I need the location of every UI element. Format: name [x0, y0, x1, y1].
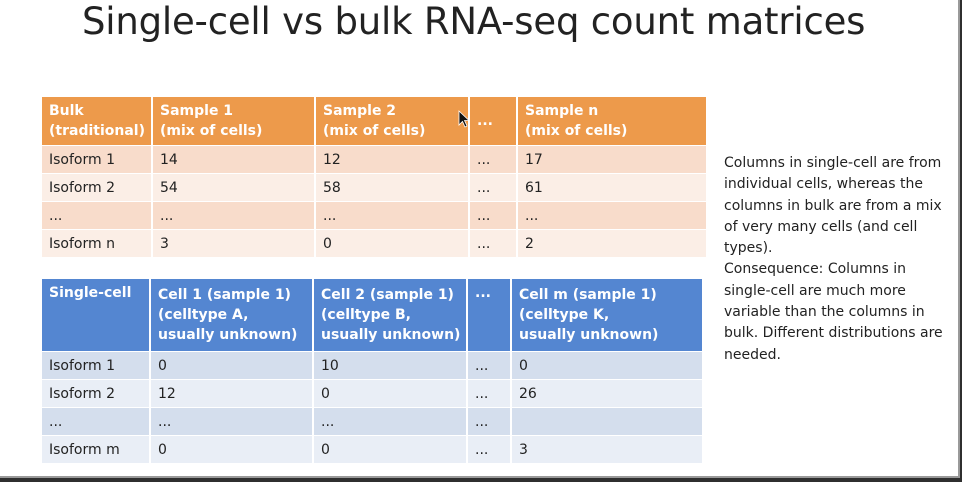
- table-cell: Isoform 1: [42, 145, 153, 174]
- bulk-header-cell: ...: [469, 97, 518, 146]
- table-cell: 0: [511, 351, 704, 380]
- table-cell: ...: [313, 407, 468, 436]
- table-row: Isoform n 3 0 ... 2: [42, 229, 708, 258]
- single-cell-header-cell: Single-cell: [42, 279, 151, 352]
- table-cell: ...: [469, 201, 518, 230]
- table-row: Isoform 1 14 12 ... 17: [42, 145, 708, 174]
- table-cell: 14: [152, 145, 316, 174]
- table-cell: 61: [517, 173, 708, 202]
- table-cell: Isoform 1: [42, 351, 151, 380]
- single-cell-header-cell: ...: [467, 279, 512, 352]
- table-row: Isoform m 0 0 ... 3: [42, 435, 704, 464]
- table-cell: 54: [152, 173, 316, 202]
- note-paragraph: Columns in single-cell are from individu…: [724, 155, 942, 257]
- table-cell: 26: [511, 379, 704, 408]
- single-cell-header-cell: Cell 1 (sample 1) (celltype A, usually unk…: [150, 279, 314, 352]
- table-cell: 3: [511, 435, 704, 464]
- mouse-pointer-icon: [458, 110, 470, 128]
- table-cell: ...: [42, 201, 153, 230]
- table-cell: ...: [152, 201, 316, 230]
- table-cell: 2: [517, 229, 708, 258]
- table-cell: 17: [517, 145, 708, 174]
- table-cell: 0: [150, 351, 314, 380]
- table-cell: 0: [313, 435, 468, 464]
- table-cell: ...: [467, 351, 512, 380]
- table-cell: Isoform m: [42, 435, 151, 464]
- table-cell: 10: [313, 351, 468, 380]
- table-cell: ...: [517, 201, 708, 230]
- bulk-header-cell: Sample 2 (mix of cells): [315, 97, 470, 146]
- table-cell: ...: [467, 435, 512, 464]
- single-cell-header-cell: Cell m (sample 1) (celltype K, usually unk…: [511, 279, 704, 352]
- explanation-note: Columns in single-cell are from individu…: [724, 153, 956, 366]
- table-cell: 12: [150, 379, 314, 408]
- single-cell-count-matrix: Single-cell Cell 1 (sample 1) (celltype A…: [42, 279, 704, 464]
- table-cell: ...: [150, 407, 314, 436]
- table-cell: [511, 407, 704, 436]
- table-row: Isoform 2 12 0 ... 26: [42, 379, 704, 408]
- table-cell: 58: [315, 173, 470, 202]
- table-cell: 0: [313, 379, 468, 408]
- single-cell-header-cell: Cell 2 (sample 1) (celltype B, usually unk…: [313, 279, 468, 352]
- bulk-count-matrix: Bulk (traditional) Sample 1 (mix of cells)…: [42, 97, 708, 258]
- table-row: ... ... ... ...: [42, 407, 704, 436]
- table-cell: ...: [469, 173, 518, 202]
- table-cell: ...: [469, 145, 518, 174]
- bulk-header-cell: Bulk (traditional): [42, 97, 153, 146]
- note-paragraph: Consequence: Columns in single-cell are …: [724, 261, 943, 363]
- table-cell: ...: [467, 407, 512, 436]
- table-cell: Isoform 2: [42, 379, 151, 408]
- table-cell: Isoform 2: [42, 173, 153, 202]
- table-row: ... ... ... ... ...: [42, 201, 708, 230]
- table-cell: ...: [469, 229, 518, 258]
- single-cell-header-row: Single-cell Cell 1 (sample 1) (celltype A…: [42, 279, 704, 352]
- bulk-header-cell: Sample 1 (mix of cells): [152, 97, 316, 146]
- table-cell: 0: [315, 229, 470, 258]
- table-row: Isoform 1 0 10 ... 0: [42, 351, 704, 380]
- table-cell: ...: [42, 407, 151, 436]
- bulk-header-cell: Sample n (mix of cells): [517, 97, 708, 146]
- table-cell: ...: [467, 379, 512, 408]
- table-row: Isoform 2 54 58 ... 61: [42, 173, 708, 202]
- bulk-header-row: Bulk (traditional) Sample 1 (mix of cells)…: [42, 97, 708, 146]
- table-cell: 0: [150, 435, 314, 464]
- table-cell: ...: [315, 201, 470, 230]
- table-cell: Isoform n: [42, 229, 153, 258]
- slide-title: Single-cell vs bulk RNA-seq count matric…: [82, 0, 866, 43]
- table-cell: 12: [315, 145, 470, 174]
- table-cell: 3: [152, 229, 316, 258]
